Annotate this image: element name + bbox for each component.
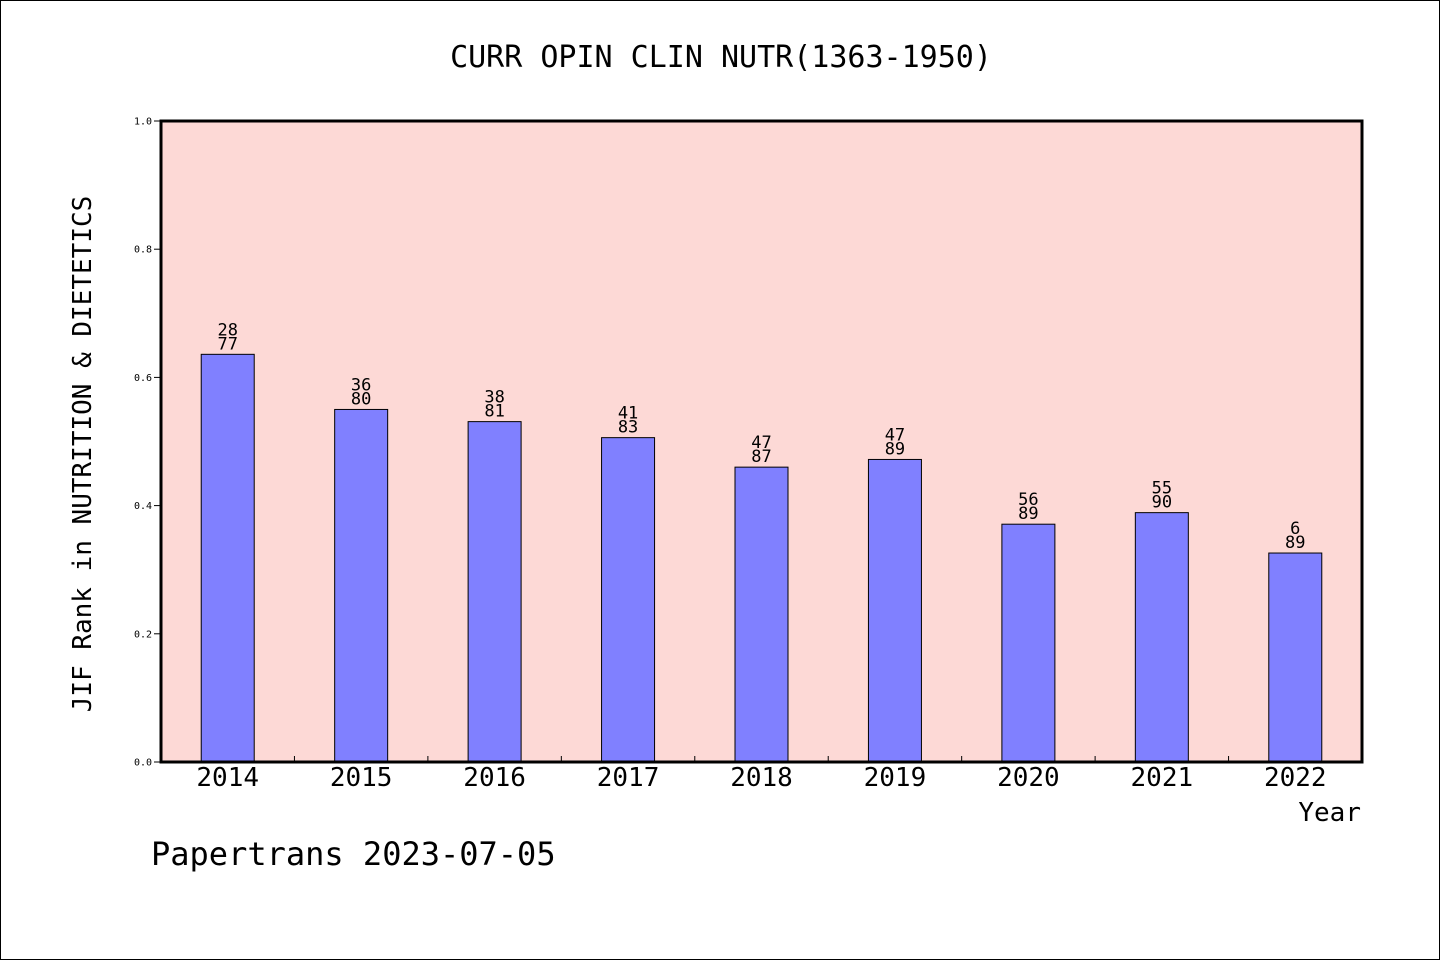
bar-2016	[467, 421, 522, 763]
x-tick-label-2020: 2020	[997, 763, 1060, 793]
bar-label-bottom-2019: 89	[885, 439, 905, 459]
y-tick-label-1.0: 1.0	[134, 117, 152, 128]
bar-label-top-2015: 36	[351, 375, 371, 395]
y-tick-label-0.4: 0.4	[134, 501, 152, 512]
bar-label-top-2016: 38	[484, 388, 504, 408]
footer-text: Papertrans 2023-07-05	[151, 835, 556, 873]
bar-2019	[867, 458, 922, 763]
bar-label-bottom-2020: 89	[1018, 504, 1038, 524]
x-tick-label-2017: 2017	[597, 763, 660, 793]
bar-label-top-2021: 55	[1152, 479, 1172, 499]
bar-label-bottom-2017: 83	[618, 418, 638, 438]
bar-label-bottom-2015: 80	[351, 389, 371, 409]
x-tick-label-2021: 2021	[1131, 763, 1194, 793]
y-axis-ticks: 0.0 0.2 0.4 0.6 0.8 1.0	[134, 117, 161, 769]
x-tick-label-2019: 2019	[864, 763, 927, 793]
x-tick-label-2015: 2015	[330, 763, 393, 793]
bars-layer	[200, 353, 1323, 763]
bar-label-top-2018: 47	[751, 433, 771, 453]
bar-2018	[734, 466, 789, 763]
bar-2022	[1268, 552, 1323, 763]
x-tick-label-2016: 2016	[463, 763, 526, 793]
bar-label-bottom-2016: 81	[484, 402, 504, 422]
bar-label-top-2014: 28	[217, 320, 237, 340]
bar-label-bottom-2022: 89	[1285, 533, 1305, 553]
bar-label-top-2020: 56	[1018, 490, 1038, 510]
x-axis-ticks: 2014 2015 2016 2017 2018 2019 2020 2021 2022	[196, 756, 1327, 793]
bar-label-top-2017: 41	[618, 404, 638, 424]
x-tick-label-2018: 2018	[730, 763, 793, 793]
chart-title: CURR OPIN CLIN NUTR(1363-1950)	[450, 40, 992, 75]
bar-label-bottom-2021: 90	[1152, 493, 1172, 513]
y-tick-label-0.0: 0.0	[134, 758, 152, 769]
bar-label-bottom-2018: 87	[751, 447, 771, 467]
bar-2017	[601, 437, 656, 763]
y-tick-label-0.6: 0.6	[134, 373, 152, 384]
bar-label-bottom-2014: 77	[217, 334, 237, 354]
y-tick-label-0.2: 0.2	[134, 629, 152, 640]
x-tick-label-2022: 2022	[1264, 763, 1327, 793]
x-axis-label: Year	[1298, 798, 1361, 828]
bar-label-top-2022: 6	[1290, 519, 1300, 539]
y-tick-label-0.8: 0.8	[134, 245, 152, 256]
bar-2021	[1134, 512, 1189, 763]
y-axis-label: JIF Rank in NUTRITION & DIETETICS	[68, 196, 98, 713]
bar-label-top-2019: 47	[885, 425, 905, 445]
x-tick-label-2014: 2014	[196, 763, 259, 793]
plot-border	[159, 119, 1364, 764]
bar-2014	[200, 353, 255, 763]
bar-2020	[1001, 523, 1056, 763]
bar-2015	[334, 408, 389, 763]
